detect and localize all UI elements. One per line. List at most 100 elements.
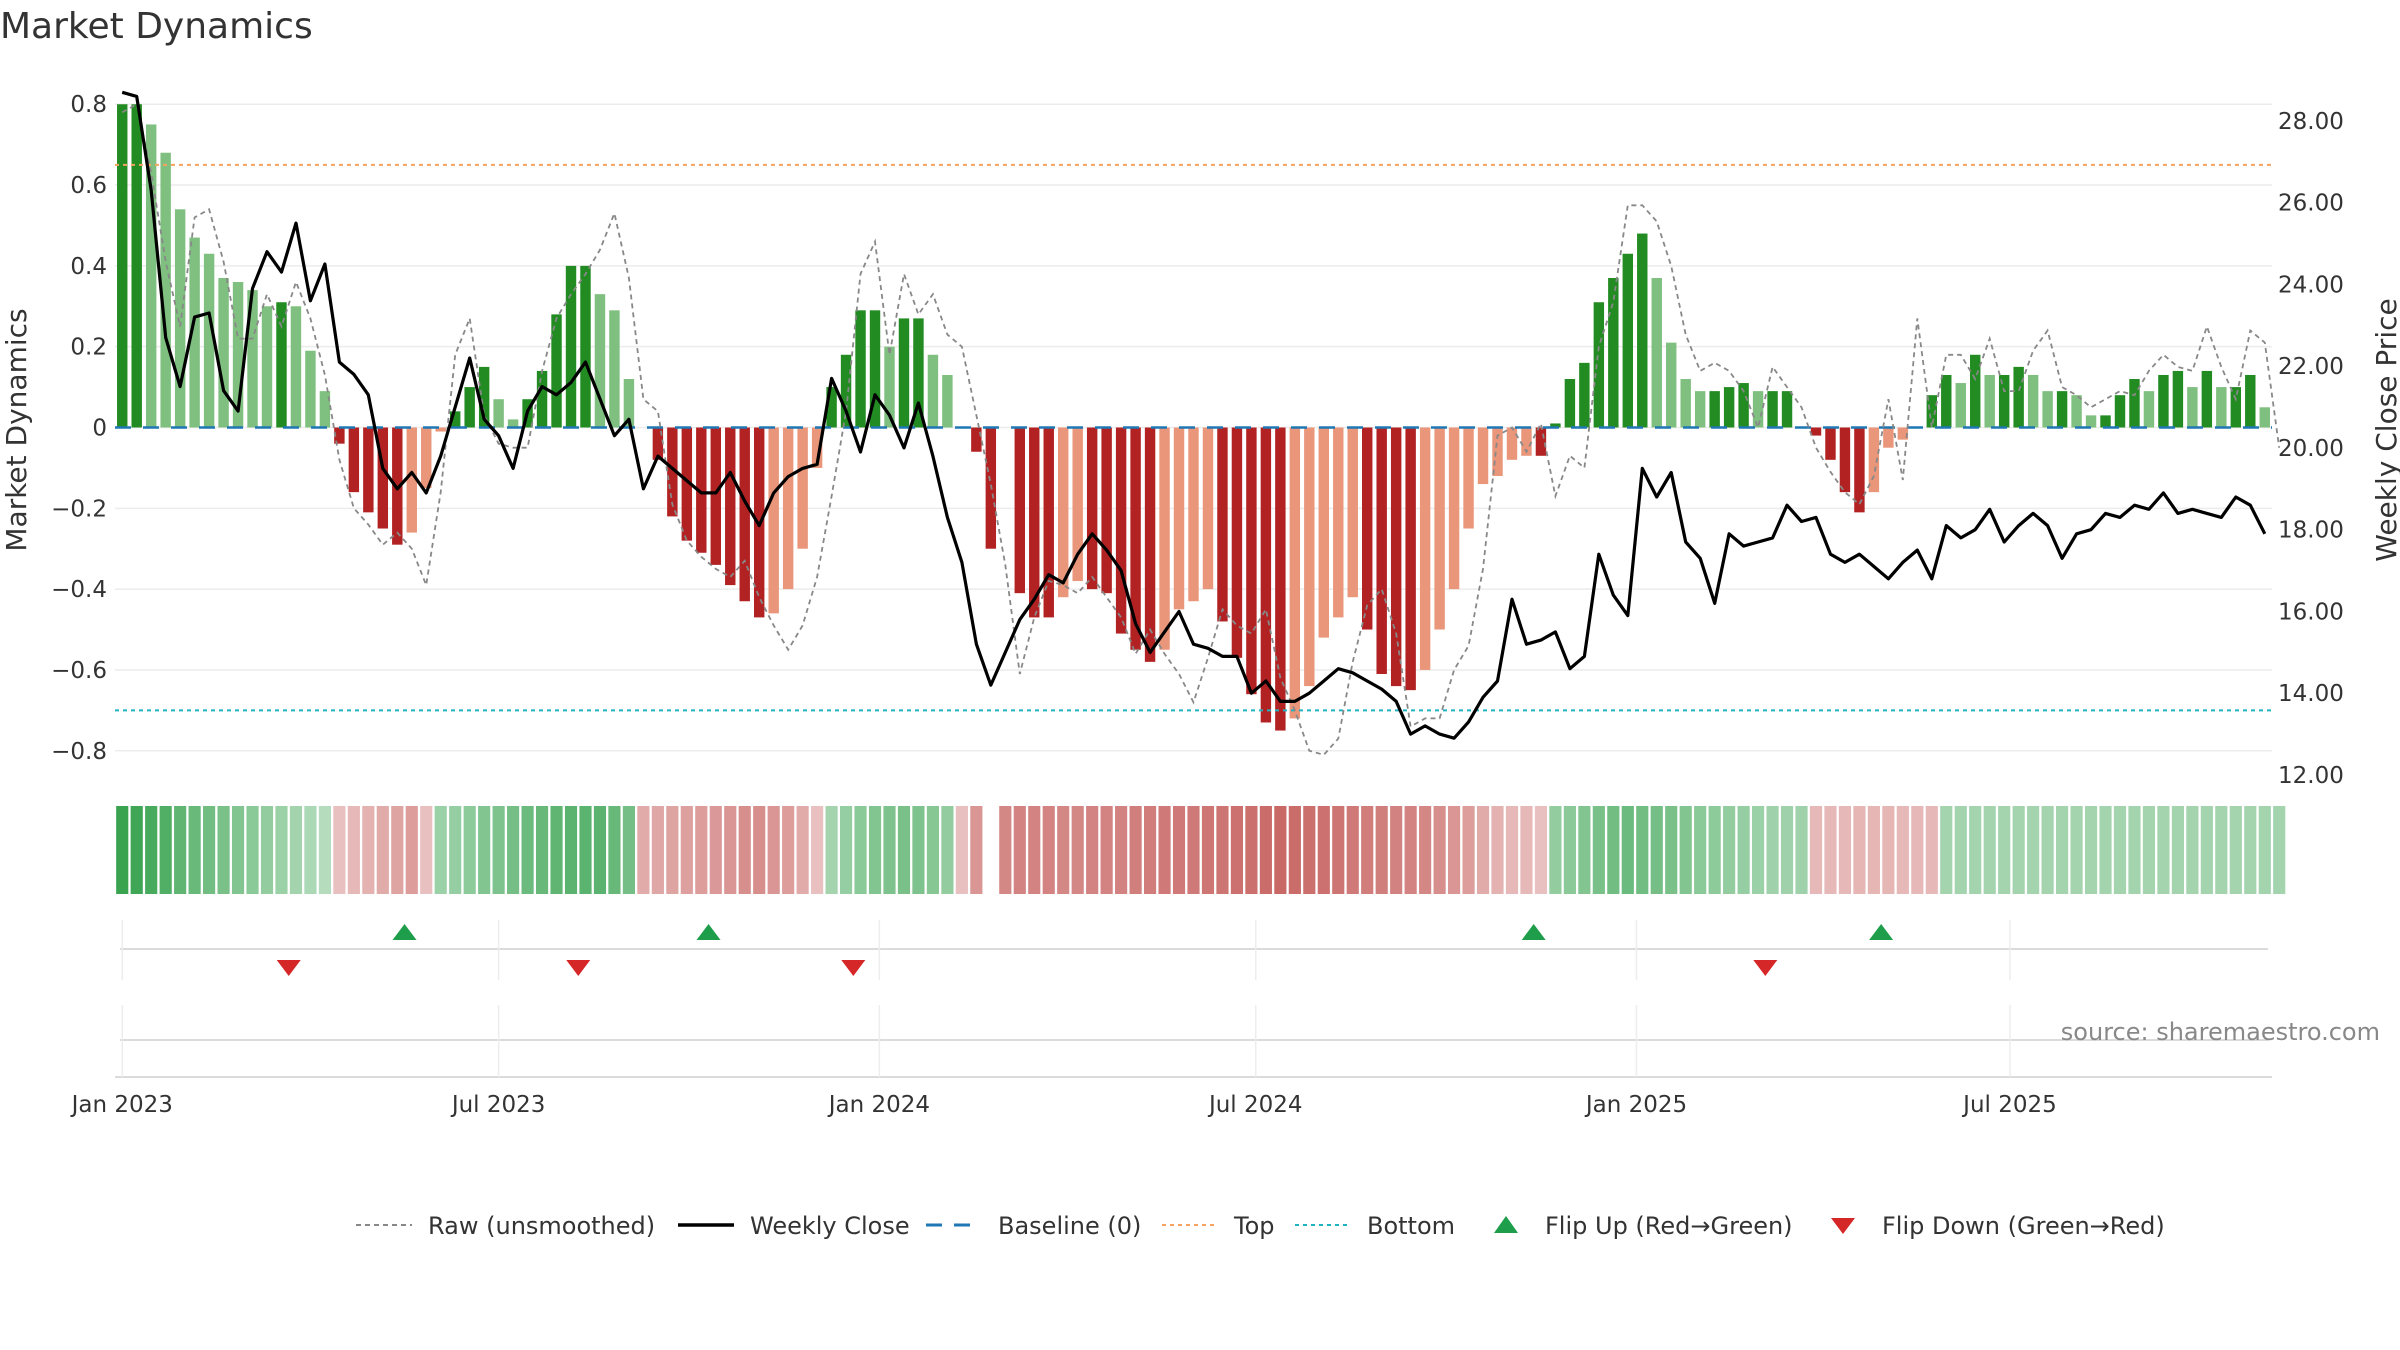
regime-cell <box>521 806 534 894</box>
regime-cell <box>1998 806 2011 894</box>
regime-cell <box>608 806 621 894</box>
regime-cell <box>1491 806 1504 894</box>
momentum-bar <box>435 427 446 432</box>
momentum-bar <box>1347 427 1358 598</box>
regime-cell <box>203 806 216 894</box>
regime-cell <box>174 806 187 894</box>
regime-cell <box>347 806 360 894</box>
regime-cell <box>2041 806 2054 894</box>
momentum-bar <box>551 314 562 428</box>
regime-cell <box>666 806 679 894</box>
momentum-bar <box>696 427 707 553</box>
regime-cell <box>564 806 578 894</box>
right-tick-label: 26.00 <box>2278 191 2344 217</box>
regime-cell <box>1187 806 1200 894</box>
flip-up-marker <box>696 924 721 940</box>
momentum-bar <box>2245 374 2256 428</box>
momentum-bar <box>1970 354 1981 428</box>
momentum-bar <box>507 419 519 428</box>
regime-cell <box>1592 806 1605 894</box>
momentum-bar <box>1144 427 1156 662</box>
legend-label: Weekly Close <box>750 1212 910 1240</box>
regime-strip <box>116 806 2286 894</box>
momentum-bar <box>1941 374 1952 428</box>
momentum-bar <box>319 391 331 428</box>
regime-cell <box>709 806 722 894</box>
momentum-bar <box>2085 415 2097 428</box>
momentum-bar <box>2056 391 2068 428</box>
regime-cell <box>1390 806 1403 894</box>
legend-item-top: Top <box>1162 1212 1275 1240</box>
regime-cell <box>811 806 824 894</box>
x-tick-label: Jul 2025 <box>1961 1092 2057 1118</box>
regime-cell <box>289 806 303 894</box>
momentum-bar <box>927 354 939 428</box>
regime-cell <box>839 806 853 894</box>
right-tick-label: 14.00 <box>2278 681 2344 707</box>
flip-down-marker <box>566 960 591 976</box>
momentum-bar <box>247 290 258 428</box>
x-tick-label: Jan 2024 <box>827 1092 930 1118</box>
momentum-bar <box>681 427 693 541</box>
momentum-bar <box>1694 391 1706 428</box>
legend-item-flip_down: Flip Down (Green→Red) <box>1831 1212 2165 1240</box>
momentum-bar <box>421 427 432 489</box>
regime-cell <box>1447 806 1461 894</box>
x-tick-label: Jul 2023 <box>450 1092 546 1118</box>
momentum-bar <box>1579 362 1590 428</box>
momentum-bar <box>855 310 866 428</box>
momentum-bar <box>1419 427 1431 670</box>
regime-cell <box>1216 806 1229 894</box>
regime-cell <box>2215 806 2228 894</box>
momentum-bar <box>942 374 953 428</box>
momentum-bar <box>1043 427 1054 618</box>
momentum-bar <box>1217 427 1228 622</box>
momentum-bar <box>449 411 461 428</box>
regime-cell <box>391 806 404 894</box>
regime-cell <box>999 806 1012 894</box>
regime-cell <box>926 806 940 894</box>
regime-cell <box>796 806 809 894</box>
regime-cell <box>1621 806 1634 894</box>
momentum-bar <box>1115 427 1127 634</box>
regime-cell <box>1520 806 1533 894</box>
momentum-bar <box>1854 427 1865 513</box>
left-tick-label: −0.6 <box>51 658 107 684</box>
momentum-bar <box>739 427 750 602</box>
flip-down-marker <box>276 960 301 976</box>
momentum-bar <box>363 427 374 513</box>
regime-cell <box>1303 806 1316 894</box>
regime-cell <box>941 806 954 894</box>
left-tick-label: 0.8 <box>70 92 107 118</box>
regime-cell <box>159 806 172 894</box>
left-axis-ticks: 0.8 0.6 0.4 0.2 0 −0.2 −0.4 −0.6 −0.8 <box>51 92 107 765</box>
momentum-bar <box>869 310 881 428</box>
momentum-bar <box>1304 427 1315 687</box>
regime-cell <box>1795 806 1808 894</box>
momentum-bar <box>2071 395 2082 428</box>
momentum-bar <box>797 427 808 549</box>
momentum-bar <box>1057 427 1069 598</box>
momentum-bar <box>377 427 389 529</box>
regime-cell <box>2200 806 2213 894</box>
regime-cell <box>1534 806 1548 894</box>
regime-cell <box>1853 806 1866 894</box>
flip-up-marker <box>1521 924 1546 940</box>
momentum-bar <box>652 427 664 460</box>
right-tick-label: 12.00 <box>2278 763 2344 789</box>
momentum-bar <box>884 346 895 428</box>
regime-cell <box>868 806 882 894</box>
momentum-bar <box>1637 233 1648 428</box>
momentum-bar <box>1072 427 1083 582</box>
regime-cell <box>2142 806 2156 894</box>
regime-cell <box>1274 806 1287 894</box>
regime-cell <box>1129 806 1142 894</box>
regime-cell <box>897 806 911 894</box>
regime-cell <box>695 806 708 894</box>
momentum-bar <box>1767 391 1778 428</box>
regime-cell <box>1954 806 1967 894</box>
regime-cell <box>1476 806 1490 894</box>
regime-cell <box>463 806 476 894</box>
x-tick-label: Jul 2024 <box>1207 1092 1303 1118</box>
momentum-bar <box>203 253 215 428</box>
